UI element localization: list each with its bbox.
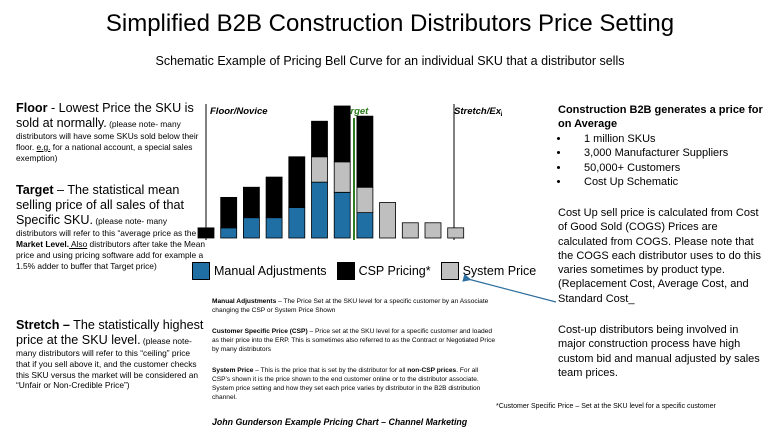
bar-manual-adjustments-5 bbox=[288, 207, 306, 239]
floor-note-2: for a national account, a special sales … bbox=[16, 141, 193, 163]
chart-legend: Manual Adjustments CSP Pricing* System P… bbox=[192, 260, 546, 282]
floor-lead: - Lowest Price the SKU is sold at normal… bbox=[16, 101, 194, 131]
bar-csp-pricing-6 bbox=[311, 120, 328, 158]
target-definition: Target – The statistical mean selling pr… bbox=[16, 183, 206, 271]
pointer-arrow bbox=[462, 273, 557, 303]
bar-system-price-11 bbox=[424, 222, 442, 239]
bar-csp-pricing-1 bbox=[197, 227, 215, 239]
legend-item-system: System Price bbox=[440, 262, 537, 280]
target-note-market: Market Level. bbox=[16, 239, 70, 250]
def-csp: Customer Specific Price (CSP) – Price se… bbox=[212, 328, 497, 355]
floor-note-1: (please note- many distributors will hav… bbox=[16, 119, 199, 152]
target-note-2: distributors after take the Mean price a… bbox=[16, 239, 206, 271]
floor-note-eg: e.g. bbox=[36, 141, 51, 152]
legend-label-csp: CSP Pricing* bbox=[358, 264, 431, 278]
stretch-term: Stretch – bbox=[16, 318, 70, 332]
bar-system-price-10 bbox=[401, 222, 419, 239]
legend-item-csp: CSP Pricing* bbox=[336, 262, 431, 280]
list-item: Cost Up Schematic bbox=[570, 175, 775, 189]
legend-label-manual: Manual Adjustments bbox=[214, 264, 327, 278]
def-system-text-2: . For all CSP’s shown it is the price sh… bbox=[212, 367, 481, 401]
list-item: 1 million SKUs bbox=[570, 132, 775, 146]
list-item: 50,000+ Customers bbox=[570, 161, 775, 175]
def-csp-term: Customer Specific Price (CSP) bbox=[212, 328, 308, 335]
zone-label-floor: Floor/Novice bbox=[210, 106, 268, 117]
bar-manual-adjustments-2 bbox=[220, 227, 238, 239]
zone-label-stretch: Stretch/Expert bbox=[454, 106, 502, 117]
bar-system-price-6 bbox=[311, 156, 328, 183]
def-system: System Price – This is the price that is… bbox=[212, 367, 497, 403]
right-bullet-list: 1 million SKUs 3,000 Manufacturer Suppli… bbox=[558, 132, 775, 189]
bar-manual-adjustments-3 bbox=[243, 217, 260, 239]
floor-definition: Floor - Lowest Price the SKU is sold at … bbox=[16, 101, 206, 163]
legend-item-manual: Manual Adjustments bbox=[192, 262, 327, 280]
stretch-lead: The statistically highest price at the S… bbox=[16, 318, 204, 348]
bar-manual-adjustments-7 bbox=[333, 191, 351, 239]
bar-system-price-12 bbox=[447, 227, 465, 239]
target-note-1: (please note- many distributors will ref… bbox=[16, 216, 197, 239]
target-term: Target bbox=[16, 183, 54, 197]
def-manual: Manual Adjustments – The Price Set at th… bbox=[212, 298, 497, 316]
def-manual-text: – The Price Set at the SKU level for a s… bbox=[212, 298, 489, 314]
bar-group bbox=[197, 105, 465, 239]
list-item: 3,000 Manufacturer Suppliers bbox=[570, 146, 775, 160]
cost-up-distributors-note: Cost-up distributors being involved in m… bbox=[558, 324, 760, 379]
page-title: Simplified B2B Construction Distributors… bbox=[105, 10, 675, 37]
zone-label-target: Target bbox=[340, 106, 370, 117]
chart-credit: John Gunderson Example Pricing Chart – C… bbox=[212, 417, 468, 427]
csp-footnote: *Customer Specific Price – Set at the SK… bbox=[496, 403, 716, 410]
chart-subtitle: Schematic Example of Pricing Bell Curve … bbox=[155, 54, 625, 68]
legend-swatch-csp bbox=[336, 262, 355, 280]
def-system-text-1: – This is the price that is set by the d… bbox=[253, 367, 408, 374]
bar-manual-adjustments-4 bbox=[265, 217, 283, 239]
bar-csp-pricing-7 bbox=[333, 105, 351, 163]
bar-csp-pricing-4 bbox=[265, 176, 283, 219]
bar-manual-adjustments-6 bbox=[311, 181, 328, 239]
stretch-note: (please note- many distributors will ref… bbox=[16, 336, 199, 391]
bar-system-price-7 bbox=[333, 161, 351, 193]
legend-label-system: System Price bbox=[462, 264, 537, 278]
pricing-bell-curve-chart: Floor/Novice Target Stretch/Expert bbox=[197, 104, 502, 240]
bar-system-price-8 bbox=[356, 186, 374, 214]
target-lead: – The statistical mean selling price of … bbox=[16, 183, 185, 228]
legend-swatch-manual bbox=[192, 262, 210, 280]
bar-csp-pricing-5 bbox=[288, 156, 306, 208]
def-system-term: System Price bbox=[212, 367, 254, 374]
bar-manual-adjustments-8 bbox=[356, 212, 374, 239]
right-heading: Construction B2B generates a price for o… bbox=[558, 104, 763, 131]
bar-system-price-9 bbox=[379, 202, 397, 239]
bar-csp-pricing-8 bbox=[356, 115, 374, 188]
arrow-line bbox=[462, 273, 557, 303]
bar-csp-pricing-2 bbox=[220, 196, 238, 229]
floor-term: Floor bbox=[16, 101, 48, 115]
legend-swatch-system bbox=[440, 262, 459, 280]
def-manual-term: Manual Adjustments bbox=[212, 298, 277, 305]
target-note-also: Also bbox=[69, 239, 88, 250]
cost-up-explanation: Cost Up sell price is calculated from Co… bbox=[558, 207, 761, 305]
def-csp-text: – Price set at the SKU level for a speci… bbox=[212, 328, 496, 353]
bar-csp-pricing-3 bbox=[243, 186, 260, 219]
def-system-bold: non-CSP prices bbox=[407, 367, 457, 374]
stretch-definition: Stretch – The statistically highest pric… bbox=[16, 318, 206, 391]
